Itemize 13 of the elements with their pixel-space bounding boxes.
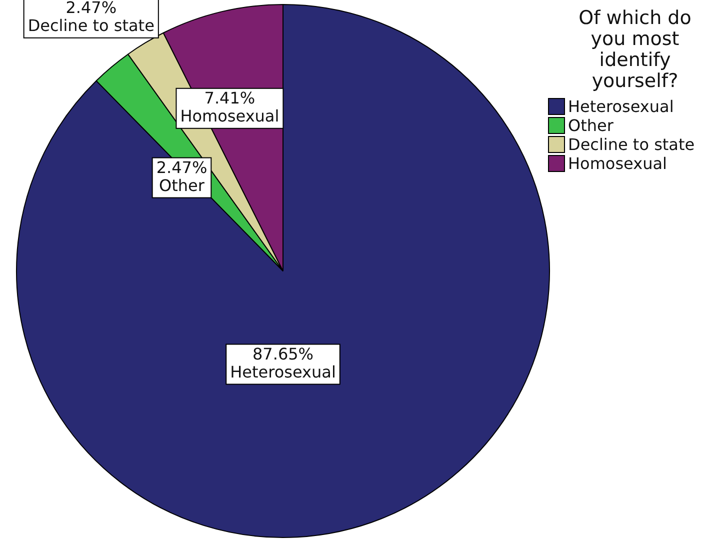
legend-label: Decline to state: [568, 135, 695, 154]
slice-label: Decline to state: [28, 16, 154, 35]
legend-label: Heterosexual: [568, 97, 674, 116]
slice-label: Homosexual: [180, 106, 280, 126]
legend-label: Other: [568, 116, 614, 135]
legend-label: Homosexual: [568, 154, 667, 173]
data-label: 2.47%: [66, 0, 117, 17]
legend-title: Of which do you most identify yourself?: [578, 7, 692, 94]
slice-label: Other: [159, 176, 205, 195]
data-label: 2.47%: [156, 158, 208, 177]
data-label: 87.65%: [252, 344, 314, 364]
data-label: 7.41%: [204, 88, 256, 108]
slice-label: Heterosexual: [230, 362, 336, 382]
